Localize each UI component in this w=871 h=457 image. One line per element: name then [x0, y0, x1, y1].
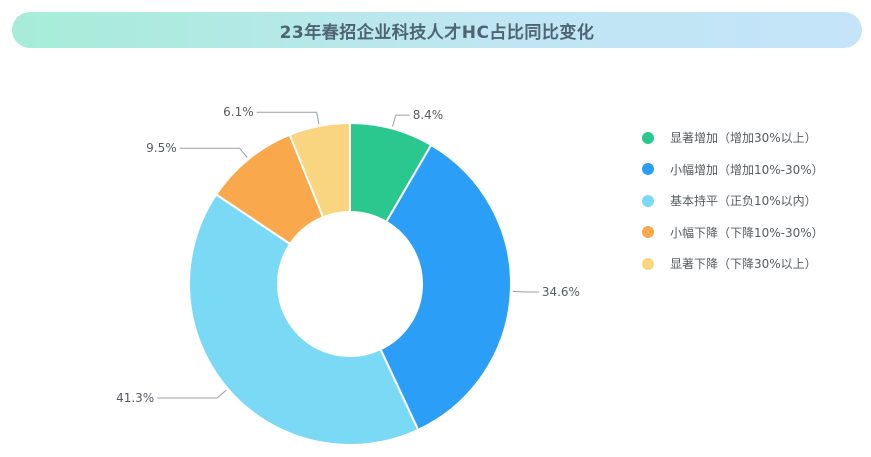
legend-label: 显著增加（增加30%以上） — [670, 131, 817, 146]
legend-label: 显著下降（下降30%以上） — [670, 257, 817, 272]
leader-line — [179, 147, 248, 158]
donut-slice[interactable] — [188, 193, 420, 446]
donut-slice[interactable] — [288, 121, 351, 219]
chart-title-bar: 23年春招企业科技人才HC占比同比变化 — [12, 12, 862, 48]
slice-value-label: 6.1% — [223, 105, 254, 119]
slice-value-label: 34.6% — [542, 285, 580, 299]
legend-label: 小幅增加（增加10%-30%） — [670, 162, 824, 177]
legend-swatch — [642, 226, 654, 239]
leader-line — [392, 114, 410, 127]
legend-swatch — [642, 131, 654, 144]
legend-item[interactable]: 显著增加（增加30%以上） — [642, 122, 824, 154]
donut-slice[interactable] — [379, 143, 512, 432]
chart-title: 23年春招企业科技人才HC占比同比变化 — [279, 22, 595, 43]
legend: 显著增加（增加30%以上） 小幅增加（增加10%-30%） 基本持平（正负10%… — [642, 122, 824, 280]
slice-value-label: 9.5% — [146, 141, 177, 155]
leader-line — [256, 111, 320, 125]
legend-swatch — [642, 163, 654, 176]
slice-value-label: 41.3% — [116, 391, 154, 405]
legend-item[interactable]: 基本持平（正负10%以内） — [642, 185, 824, 217]
legend-label: 基本持平（正负10%以内） — [670, 194, 817, 209]
legend-item[interactable]: 显著下降（下降30%以上） — [642, 248, 824, 280]
leader-line — [512, 290, 539, 293]
legend-label: 小幅下降（下降10%-30%） — [670, 225, 824, 240]
leader-line — [157, 389, 227, 399]
legend-swatch — [642, 257, 654, 270]
legend-item[interactable]: 小幅增加（增加10%-30%） — [642, 154, 824, 186]
slice-value-label: 8.4% — [413, 108, 444, 122]
legend-item[interactable]: 小幅下降（下降10%-30%） — [642, 217, 824, 249]
legend-swatch — [642, 194, 654, 207]
